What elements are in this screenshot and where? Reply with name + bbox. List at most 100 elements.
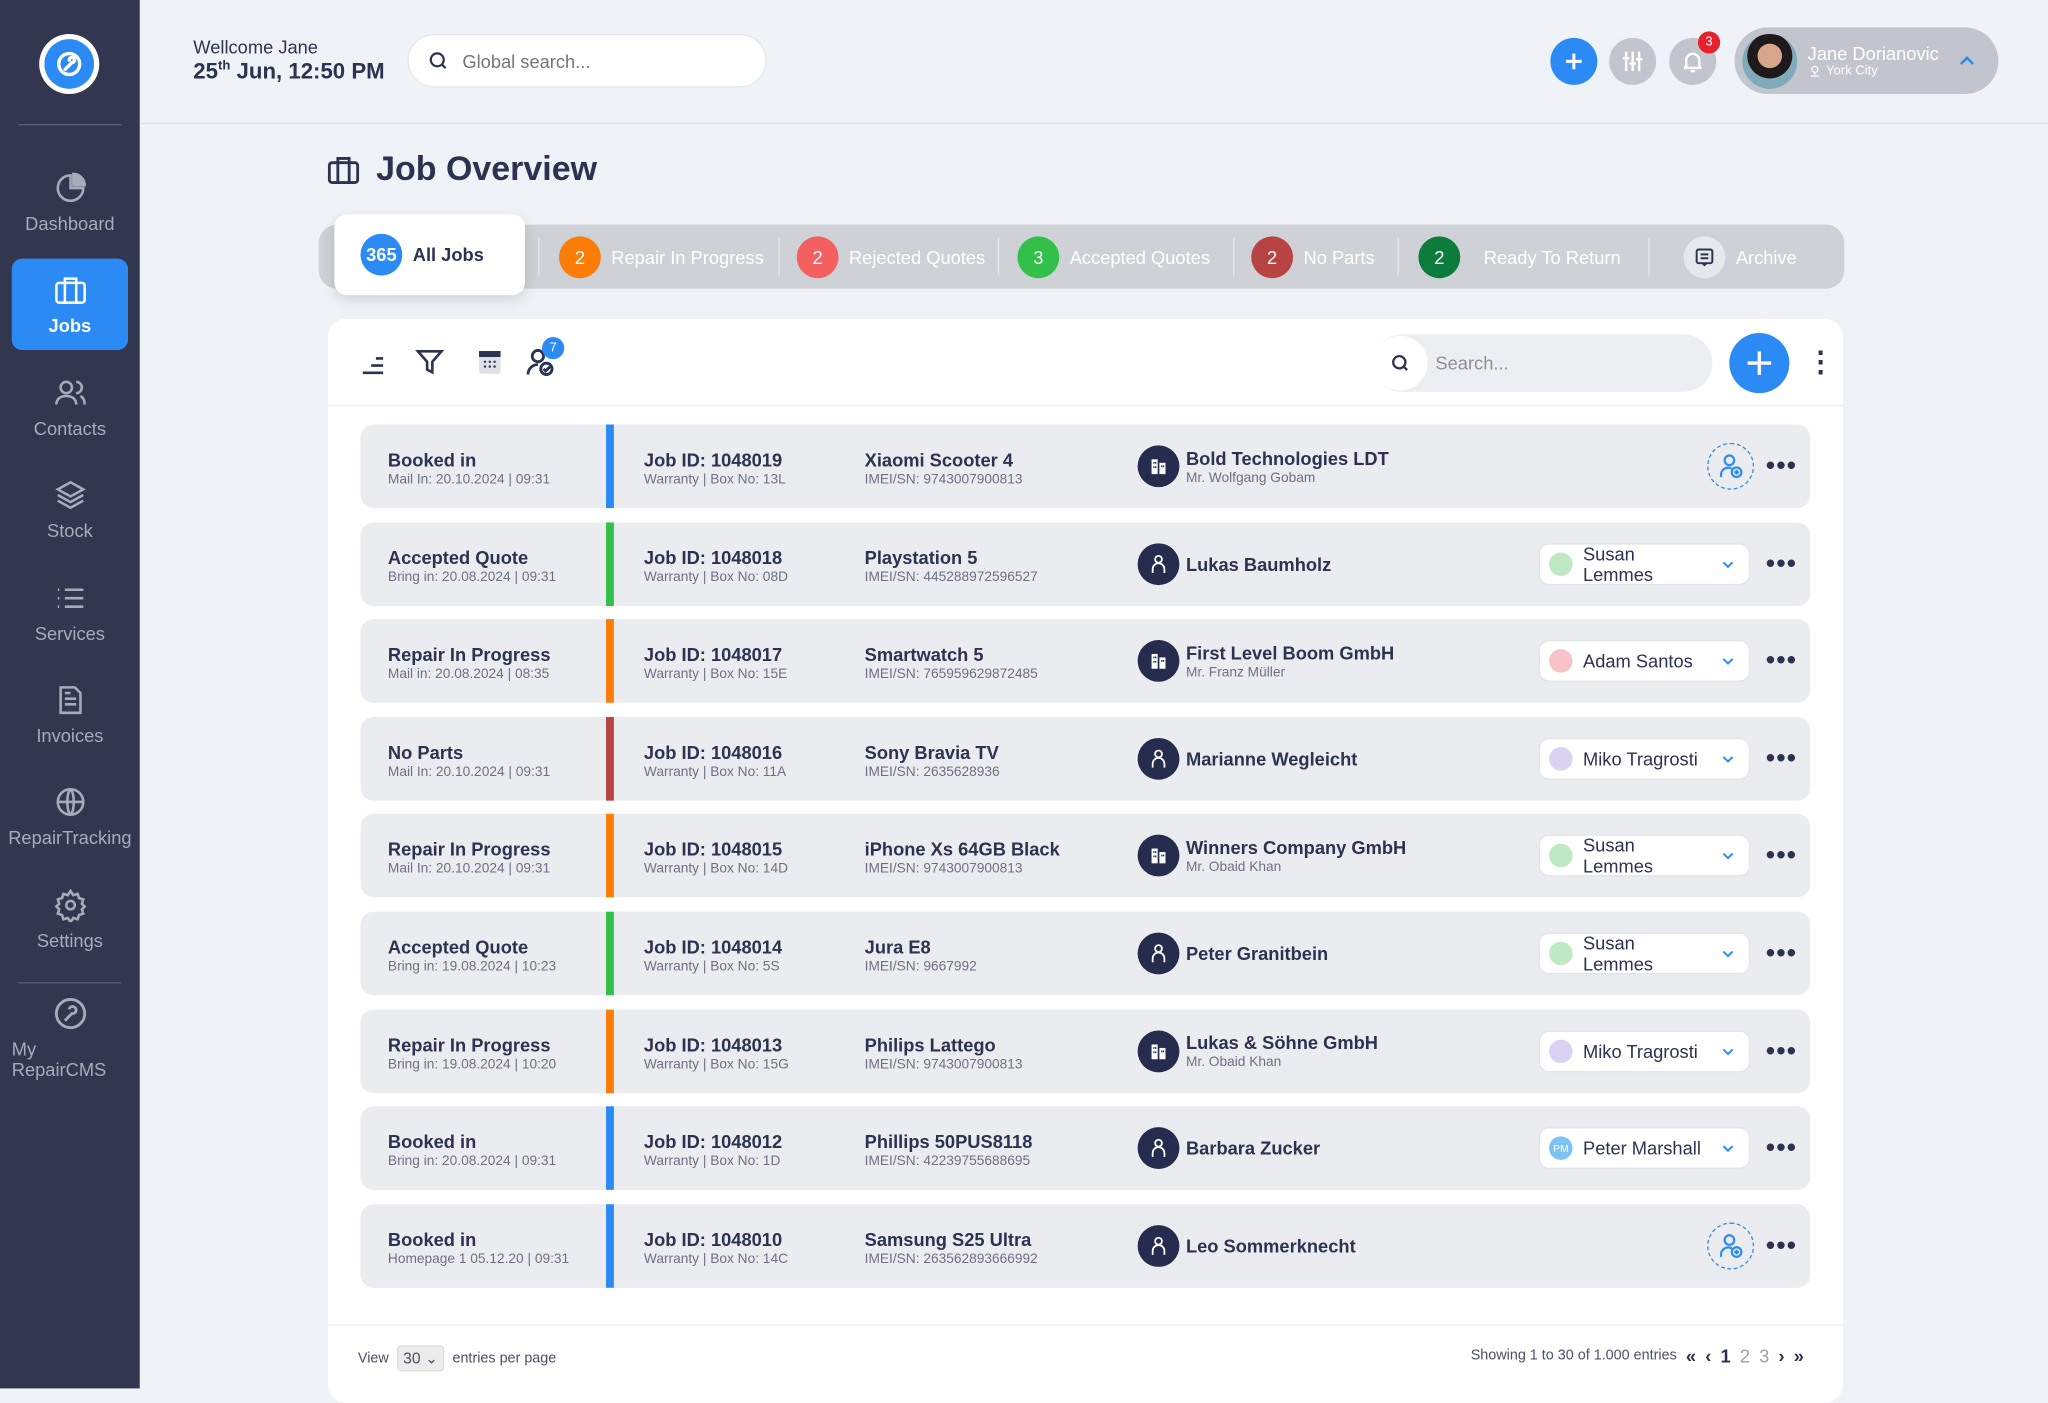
tab-all-jobs[interactable]: 365 All Jobs	[334, 214, 526, 296]
job-row[interactable]: No Parts Mail In: 20.10.2024 | 09:31 Job …	[360, 716, 1811, 801]
prev-page-icon[interactable]: ‹	[1705, 1345, 1712, 1367]
assignee-dropdown[interactable]: Miko Tragrosti	[1538, 1029, 1751, 1072]
sort-icon[interactable]	[359, 350, 388, 379]
customer-contact: Mr. Obaid Khan	[1185, 1054, 1282, 1070]
last-page-icon[interactable]: »	[1793, 1345, 1804, 1367]
more-options-icon[interactable]: ⋮	[1806, 344, 1836, 378]
job-status: Accepted Quote	[387, 936, 529, 958]
next-page-icon[interactable]: ›	[1778, 1345, 1785, 1367]
customer-name[interactable]: Bold Technologies LDT	[1185, 447, 1389, 469]
sidebar-item-label: Dashboard	[25, 212, 115, 234]
settings-sliders-button[interactable]	[1609, 37, 1657, 85]
sidebar-item-jobs[interactable]: Jobs	[11, 259, 128, 351]
calendar-icon[interactable]	[475, 347, 504, 376]
row-more-icon[interactable]: •••	[1765, 1133, 1798, 1163]
assign-user-button[interactable]	[1707, 1222, 1755, 1270]
status-color-bar	[606, 619, 614, 703]
customer-name[interactable]: Peter Granitbein	[1185, 943, 1329, 964]
row-more-icon[interactable]: •••	[1765, 646, 1798, 676]
jobs-search[interactable]: Search...	[1372, 334, 1713, 392]
global-search-input[interactable]	[462, 50, 724, 72]
job-row[interactable]: Booked in Mail In: 20.10.2024 | 09:31 Job…	[360, 424, 1811, 509]
tab-label: No Parts	[1303, 246, 1375, 268]
job-id[interactable]: Job ID: 1048019	[643, 449, 783, 471]
sidebar-item-stock[interactable]: Stock	[12, 464, 128, 555]
row-more-icon[interactable]: •••	[1765, 939, 1798, 968]
first-page-icon[interactable]: «	[1685, 1345, 1697, 1367]
page-size-select[interactable]: 30 ⌄	[396, 1345, 445, 1372]
sidebar-item-invoices[interactable]: Invoices	[12, 669, 128, 760]
divider	[327, 404, 1843, 407]
job-status: Repair In Progress	[387, 644, 551, 666]
job-id[interactable]: Job ID: 1048017	[643, 644, 783, 666]
row-more-icon[interactable]: •••	[1765, 1036, 1798, 1066]
assignee-dropdown[interactable]: Miko Tragrosti	[1538, 737, 1751, 780]
job-id[interactable]: Job ID: 1048014	[643, 936, 783, 958]
tab-repair-in-progress[interactable]: 2 Repair In Progress	[559, 225, 764, 289]
job-row[interactable]: Accepted Quote Bring in: 20.08.2024 | 09:…	[360, 521, 1811, 606]
job-row[interactable]: Repair In Progress Bring in: 19.08.2024 |…	[360, 1009, 1811, 1093]
page-3[interactable]: 3	[1759, 1345, 1770, 1367]
global-search[interactable]	[407, 33, 767, 88]
tab-accepted-quotes[interactable]: 3 Accepted Quotes	[1017, 225, 1210, 289]
tab-no-parts[interactable]: 2 No Parts	[1251, 225, 1375, 289]
job-box: Warranty | Box No: 14D	[643, 861, 788, 877]
assignee-dropdown[interactable]: PM Peter Marshall	[1538, 1127, 1751, 1170]
customer-name[interactable]: Leo Sommerknecht	[1185, 1235, 1356, 1257]
assignee-dropdown[interactable]: Adam Santos	[1538, 640, 1751, 683]
assign-user-button[interactable]	[1707, 442, 1755, 490]
job-date: Mail In: 20.10.2024 | 09:31	[387, 861, 551, 877]
chevron-up-icon[interactable]	[1957, 50, 1978, 71]
sidebar-item-settings[interactable]: Settings	[12, 874, 128, 965]
row-more-icon[interactable]: •••	[1765, 841, 1798, 871]
job-id[interactable]: Job ID: 1048018	[643, 546, 783, 568]
job-row[interactable]: Booked in Bring in: 20.08.2024 | 09:31 Jo…	[360, 1106, 1811, 1191]
sidebar-item-services[interactable]: Services	[12, 566, 128, 657]
assignee-dropdown[interactable]: Susan Lemmes	[1538, 542, 1751, 585]
job-row[interactable]: Repair In Progress Mail in: 20.08.2024 | …	[360, 619, 1811, 703]
customer-name[interactable]: Marianne Wegleicht	[1185, 748, 1358, 770]
job-box: Warranty | Box No: 15E	[643, 666, 788, 683]
customer-name[interactable]: Lukas Baumholz	[1185, 553, 1332, 575]
job-status: No Parts	[387, 741, 464, 763]
tab-rejected-quotes[interactable]: 2 Rejected Quotes	[796, 225, 985, 289]
device-imei: IMEI/SN: 445288972596527	[864, 568, 1038, 585]
customer-name[interactable]: Barbara Zucker	[1185, 1137, 1321, 1159]
customer-name[interactable]: Lukas & Söhne GmbH	[1185, 1031, 1378, 1053]
row-more-icon[interactable]: •••	[1765, 1231, 1798, 1261]
assignee-dropdown[interactable]: Susan Lemmes	[1538, 835, 1751, 877]
sidebar-item-dashboard[interactable]: Dashboard	[12, 157, 128, 248]
tab-ready-to-return[interactable]: 2 Ready To Return	[1418, 225, 1621, 289]
assigned-users-icon[interactable]	[524, 345, 558, 379]
tab-archive[interactable]: Archive	[1683, 225, 1797, 289]
job-id[interactable]: Job ID: 1048012	[643, 1131, 783, 1153]
filter-icon[interactable]	[414, 346, 445, 377]
sidebar-item-my-repaircms[interactable]: My RepairCMS	[12, 993, 128, 1084]
app-logo[interactable]	[39, 33, 100, 95]
row-more-icon[interactable]: •••	[1765, 744, 1798, 773]
page-2[interactable]: 2	[1739, 1345, 1750, 1367]
quick-add-button[interactable]	[1550, 37, 1598, 85]
pie-chart-icon	[55, 172, 86, 203]
customer-name[interactable]: First Level Boom GmbH	[1185, 642, 1395, 664]
job-id[interactable]: Job ID: 1048013	[643, 1033, 783, 1055]
showing-entries-text: Showing 1 to 30 of 1.000 entries	[1470, 1347, 1677, 1364]
job-row[interactable]: Repair In Progress Mail In: 20.10.2024 | …	[360, 814, 1811, 898]
row-more-icon[interactable]: •••	[1765, 451, 1798, 481]
row-more-icon[interactable]: •••	[1765, 549, 1798, 579]
add-job-button[interactable]	[1729, 333, 1790, 394]
job-row[interactable]: Booked in Homepage 1 05.12.20 | 09:31 Job…	[360, 1203, 1811, 1288]
assignee-avatar: PM	[1549, 1136, 1573, 1161]
job-id[interactable]: Job ID: 1048016	[643, 741, 783, 763]
job-id[interactable]: Job ID: 1048015	[643, 839, 783, 860]
customer-name[interactable]: Winners Company GmbH	[1185, 837, 1407, 858]
plus-icon	[1566, 53, 1582, 70]
job-id[interactable]: Job ID: 1048010	[643, 1228, 783, 1250]
user-menu[interactable]: Jane Dorianovic York City	[1734, 27, 1999, 95]
sidebar-item-repairtracking[interactable]: RepairTracking	[8, 771, 132, 862]
sidebar-item-contacts[interactable]: Contacts	[12, 362, 128, 453]
page-1[interactable]: 1	[1720, 1345, 1731, 1367]
jobs-search-placeholder[interactable]: Search...	[1435, 352, 1509, 374]
assignee-dropdown[interactable]: Susan Lemmes	[1538, 932, 1751, 975]
job-row[interactable]: Accepted Quote Bring in: 19.08.2024 | 10:…	[360, 911, 1811, 996]
